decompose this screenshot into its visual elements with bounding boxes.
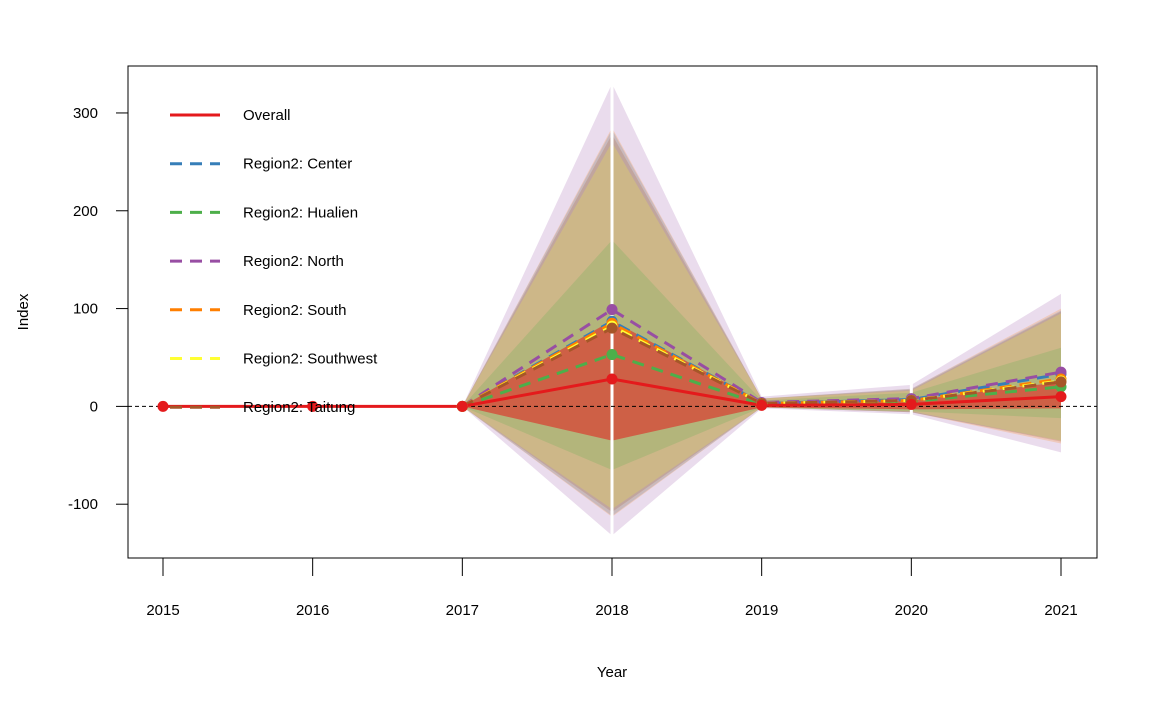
x-axis: 2015 2016 2017 2018 2019 2020 2021 — [146, 558, 1078, 619]
data-point — [157, 400, 169, 412]
data-point — [606, 373, 618, 385]
data-point — [606, 304, 618, 316]
y-axis-label: Index — [15, 293, 32, 330]
x-tick-label: 2018 — [595, 602, 628, 619]
legend-label: Region2: Southwest — [243, 351, 378, 368]
y-axis: -100 0 100 200 300 — [68, 105, 128, 513]
legend-label: Overall — [243, 107, 291, 124]
data-point — [606, 349, 618, 361]
x-axis-label: Year — [597, 664, 627, 681]
data-point — [307, 400, 319, 412]
legend-label: Region2: Center — [243, 156, 352, 173]
series-line-region2-hualien — [461, 352, 1062, 408]
x-tick-label: 2016 — [296, 602, 329, 619]
y-tick-label: -100 — [68, 496, 98, 513]
data-point — [1055, 391, 1067, 403]
legend: Overall Region2: Center Region2: Hualien Re… — [170, 107, 378, 416]
data-point — [756, 399, 768, 411]
y-tick-label: 200 — [73, 203, 98, 220]
legend-label: Region2: North — [243, 253, 344, 270]
y-tick-label: 100 — [73, 301, 98, 318]
x-tick-label: 2015 — [146, 602, 179, 619]
y-tick-label: 0 — [90, 398, 98, 415]
legend-label: Region2: Taitung — [243, 399, 355, 416]
x-tick-label: 2020 — [895, 602, 928, 619]
legend-label: Region2: South — [243, 302, 346, 319]
data-point — [905, 398, 917, 410]
legend-label: Region2: Hualien — [243, 204, 358, 221]
data-point — [606, 322, 618, 334]
data-points — [157, 304, 1067, 412]
x-tick-label: 2021 — [1044, 602, 1077, 619]
x-tick-label: 2017 — [446, 602, 479, 619]
data-point — [1055, 376, 1067, 388]
data-point — [456, 400, 468, 412]
x-tick-label: 2019 — [745, 602, 778, 619]
y-tick-label: 300 — [73, 105, 98, 122]
